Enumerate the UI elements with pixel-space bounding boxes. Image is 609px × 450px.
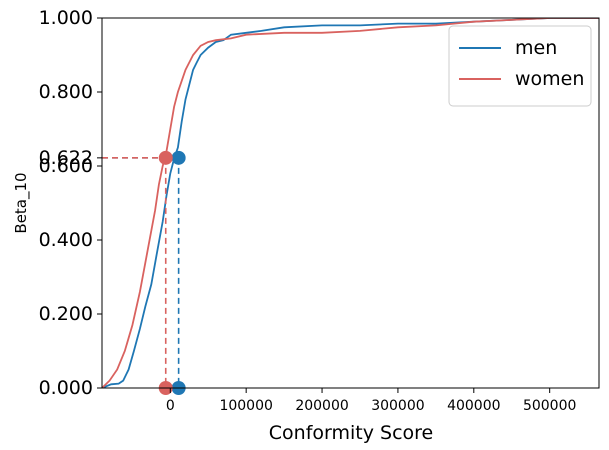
legend-box: [448, 25, 592, 107]
y-tick-label: 0.000: [39, 377, 93, 399]
axes-frame: [101, 17, 600, 389]
y-tick-label: 0.400: [39, 229, 93, 251]
legend-label-men: men: [515, 37, 557, 59]
marker-point-men: [171, 150, 186, 165]
y-tick-label: 0.600: [39, 155, 93, 177]
x-tick-label: 0: [166, 398, 175, 414]
x-tick-label: 300000: [371, 398, 424, 414]
x-tick-label: 400000: [447, 398, 500, 414]
y-tick-label: 0.622: [39, 147, 93, 169]
marker-point-women: [158, 150, 173, 165]
y-tick-label: 1.000: [39, 7, 93, 29]
series-line-women: [102, 18, 599, 388]
legend: men women: [448, 25, 592, 107]
x-tick-label: 100000: [219, 398, 272, 414]
x-axis-label: Conformity Score: [269, 422, 433, 444]
y-axis-label: Beta_10: [12, 172, 31, 233]
y-tick-label: 0.800: [39, 81, 93, 103]
legend-label-women: women: [515, 68, 584, 90]
series-line-men: [102, 18, 599, 388]
x-tick-label: 200000: [295, 398, 348, 414]
x-tick-label: 500000: [523, 398, 576, 414]
y-tick-label: 0.200: [39, 303, 93, 325]
x-axis: 0 100000 200000 300000 400000 500000: [166, 388, 576, 414]
